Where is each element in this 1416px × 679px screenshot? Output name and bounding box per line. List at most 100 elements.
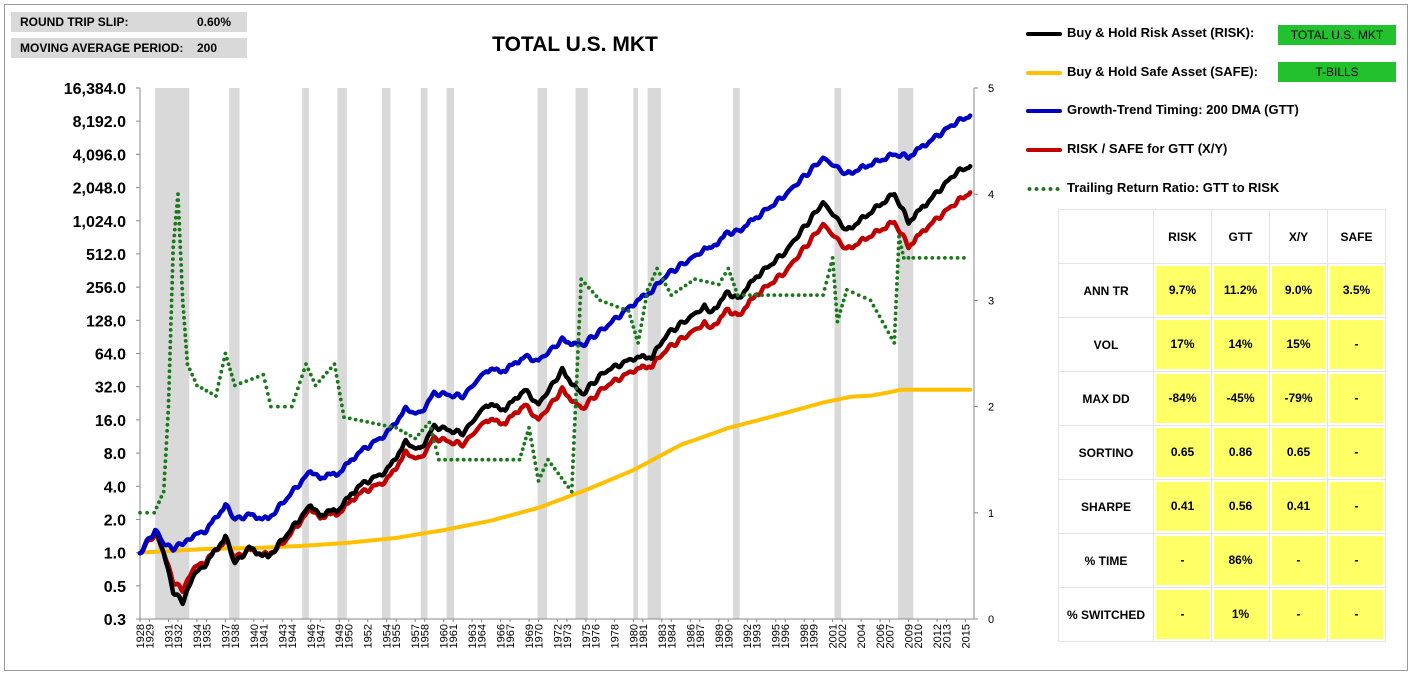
ratio-dot [683, 283, 688, 288]
ratio-dot [308, 372, 313, 377]
ratio-dot [577, 307, 582, 312]
ratio-dot [534, 467, 539, 471]
ratio-dot [169, 304, 174, 309]
ratio-dot [645, 287, 650, 292]
ratio-dot [552, 466, 557, 471]
ratio-dot [433, 445, 438, 450]
ratio-dot [648, 282, 652, 287]
stats-cell: - [1330, 482, 1383, 531]
stats-cell: 9.0% [1272, 266, 1325, 315]
ratio-dot [838, 309, 843, 313]
stats-cell: -45% [1214, 374, 1267, 423]
ratio-dot [535, 473, 540, 477]
ratio-dot [337, 391, 342, 396]
x-tick-label: 1995 [771, 624, 783, 648]
x-tick-label: 2001 [828, 624, 840, 648]
ratio-dot [523, 436, 528, 441]
ratio-dot [663, 282, 668, 287]
x-tick-label: 1996 [780, 624, 792, 648]
safe-asset-tag: T-BILLS [1278, 62, 1396, 82]
stats-cell: 0.41 [1272, 482, 1325, 531]
recession-band [898, 88, 914, 619]
ratio-dot [631, 325, 636, 329]
stats-cell: - [1156, 590, 1209, 639]
ratio-dot [880, 319, 885, 324]
recession-band [733, 88, 740, 619]
ratio-dot [576, 350, 580, 354]
ratio-dot [834, 302, 838, 307]
ratio-dot [705, 279, 709, 284]
legend-xy-label: RISK / SAFE for GTT (X/Y) [1067, 141, 1228, 156]
ratio-dot [172, 227, 177, 232]
ratio-dot [179, 263, 184, 267]
ratio-dot [520, 447, 525, 451]
x-tick-label: 1937 [220, 624, 232, 648]
ratio-dot [187, 367, 192, 372]
ratio-dot [178, 245, 183, 250]
ratio-dot [215, 388, 220, 392]
x-tick-label: 1941 [258, 624, 270, 648]
recession-band [633, 88, 639, 619]
ratio-dot [652, 272, 657, 276]
ratio-dot [578, 289, 583, 294]
stats-row-label: SHARPE [1058, 479, 1154, 534]
ratio-dot [868, 298, 873, 303]
ratio-dot [911, 256, 916, 260]
ratio-dot [579, 283, 583, 288]
ratio-dot [732, 282, 736, 287]
ratio-dot [573, 410, 578, 415]
ratio-dot [317, 379, 322, 383]
x-tick-label: 1943 [277, 624, 289, 648]
ratio-dot [790, 293, 795, 297]
ratio-dot [289, 404, 294, 409]
ratio-dot [163, 453, 168, 457]
x-tick-label: 1998 [799, 624, 811, 648]
ratio-dot [338, 397, 343, 402]
ratio-dot [571, 453, 576, 457]
ratio-dot [760, 293, 764, 297]
ratio-dot [219, 369, 224, 374]
ratio-dot [365, 420, 370, 424]
ratio-dot [644, 293, 649, 298]
x-tick-label: 1950 [344, 624, 356, 648]
ratio-dot [169, 316, 174, 320]
ratio-dot [573, 416, 577, 421]
ratio-dot [185, 362, 190, 366]
legend-risk-label: Buy & Hold Risk Asset (RISK): [1067, 25, 1255, 40]
ratio-dot [184, 344, 189, 349]
ratio-dot [263, 379, 267, 383]
ratio-dot [572, 422, 577, 427]
ratio-dot [229, 372, 234, 377]
ratio-dot [388, 424, 393, 429]
ratio-dot [809, 293, 813, 297]
ratio-dot [778, 293, 783, 297]
stats-cell: 14% [1214, 320, 1267, 369]
ratio-dot [341, 409, 345, 414]
ratio-dot [183, 327, 187, 332]
x-tick-label: 1938 [230, 624, 242, 648]
y-tick-label: 1,024.0 [73, 214, 126, 231]
ratio-dot [461, 457, 466, 462]
ratio-dot [199, 386, 204, 390]
x-tick-label: 2013 [941, 624, 953, 648]
ratio-dot [571, 447, 576, 451]
ratio-dot [176, 210, 181, 214]
x-tick-label: 1934 [192, 624, 204, 648]
ratio-dot [570, 477, 575, 482]
ratio-dot [590, 290, 595, 294]
ratio-dot [570, 465, 575, 470]
ratio-dot [511, 457, 516, 462]
x-tick-label: 1940 [249, 624, 261, 648]
y-tick-label: 1.0 [104, 546, 126, 563]
ratio-dot [429, 426, 433, 431]
ratio-dot [181, 304, 186, 309]
stats-row-sharpe: SHARPE 0.41 0.56 0.41 - [1058, 479, 1386, 534]
ratio-dot [178, 239, 183, 244]
ratio-dot [255, 375, 260, 379]
stats-cell: - [1272, 536, 1325, 585]
ratio-dot [730, 277, 734, 282]
ratio-dot [894, 287, 899, 292]
ratio-dot [536, 479, 541, 483]
x-tick-label: 1946 [306, 624, 318, 648]
ratio-dot [650, 277, 655, 282]
